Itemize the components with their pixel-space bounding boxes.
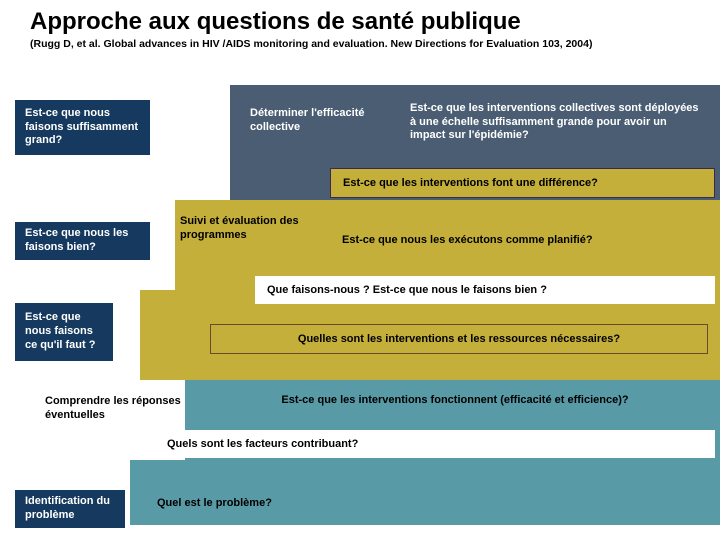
label-block-4: Est-ce que nous faisons ce qu'il faut ? (15, 303, 113, 361)
label-block-text-0: Est-ce que nous faisons suffisamment gra… (25, 107, 140, 148)
page-title: Approche aux questions de santé publique (0, 0, 720, 38)
question-box-4: Est-ce que les interventions fonctionnen… (195, 385, 715, 415)
label-block-2: Est-ce que les interventions collectives… (400, 95, 710, 150)
question-box-2: Que faisons-nous ? Est-ce que nous le fa… (255, 276, 715, 304)
label-block-text-4: Est-ce que nous faisons ce qu'il faut ? (25, 311, 103, 352)
question-box-5: Quels sont les facteurs contribuant? (155, 430, 715, 458)
citation: (Rugg D, et al. Global advances in HIV /… (0, 38, 720, 60)
label-block-text-1: Déterminer l'efficacité collective (250, 107, 385, 135)
question-box-1: Est-ce que nous les exécutons comme plan… (330, 225, 715, 255)
plain-label-0: Suivi et évaluation des programmes (180, 215, 310, 243)
label-block-text-5: Identification du problème (25, 495, 115, 523)
plain-label-1: Comprendre les réponses éventuelles (45, 395, 215, 423)
label-block-5: Identification du problème (15, 490, 125, 528)
label-block-text-3: Est-ce que nous les faisons bien? (25, 227, 140, 255)
question-box-0: Est-ce que les interventions font une di… (330, 168, 715, 198)
label-block-text-2: Est-ce que les interventions collectives… (410, 102, 700, 143)
question-box-3: Quelles sont les interventions et les re… (210, 324, 708, 354)
label-block-3: Est-ce que nous les faisons bien? (15, 222, 150, 260)
diagram-canvas: Est-ce que nous faisons suffisamment gra… (0, 60, 720, 530)
label-block-1: Déterminer l'efficacité collective (240, 100, 395, 142)
label-block-0: Est-ce que nous faisons suffisamment gra… (15, 100, 150, 155)
question-box-6: Quel est le problème? (145, 488, 715, 518)
